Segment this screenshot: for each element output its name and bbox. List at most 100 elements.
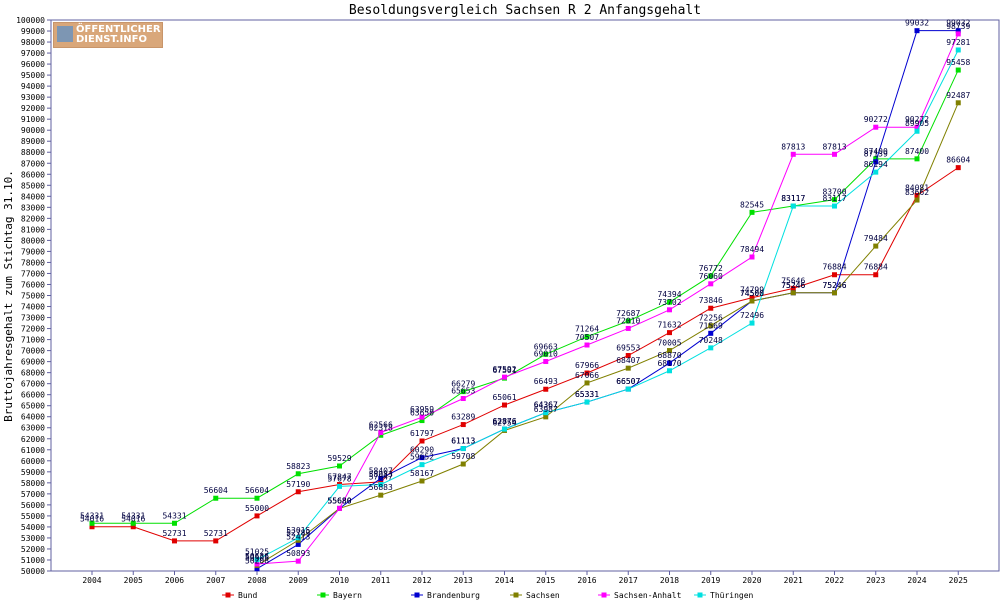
x-tick-label: 2005 [124,576,143,585]
data-label: 50893 [286,549,310,558]
data-point [625,365,631,371]
y-tick-label: 89000 [21,137,45,146]
data-point [667,348,672,354]
data-label: 61113 [451,437,475,446]
data-label: 61797 [410,429,434,438]
data-point [460,422,466,428]
data-point [378,430,384,436]
data-label: 58083 [369,470,393,479]
data-label: 73846 [699,296,723,305]
data-label: 58823 [286,462,310,471]
series-line-thüringen [256,49,959,561]
data-point [955,28,961,34]
data-label: 83700 [822,188,846,197]
data-label: 62876 [492,417,516,426]
data-label: 52731 [162,529,186,538]
data-point [254,561,260,567]
x-tick-label: 2016 [577,576,596,585]
logo-line-1: ÖFFENTLICHER [76,24,161,35]
data-label: 59529 [327,454,351,463]
data-point [378,482,384,488]
data-label: 95458 [946,58,970,67]
data-label: 52731 [204,529,228,538]
data-point [337,463,342,469]
data-point [914,124,920,130]
data-point [378,492,384,498]
data-point [749,320,755,326]
data-point [502,402,507,408]
data-label: 97281 [946,38,970,47]
data-point [460,461,466,467]
data-label: 83117 [781,194,805,203]
y-tick-label: 77000 [21,269,45,278]
data-point [378,475,384,481]
data-point [914,28,920,34]
data-point [460,446,466,452]
data-point [873,243,879,249]
data-point [625,318,631,324]
data-point [378,479,384,485]
data-label: 50636 [245,552,269,561]
data-point [873,124,879,130]
data-label: 57847 [369,473,393,482]
data-label: 55680 [327,496,351,505]
data-point [625,325,631,331]
legend-entry: Sachsen [526,591,560,600]
data-point [667,299,672,305]
data-point [708,323,714,329]
legend-entry: Bund [238,591,257,600]
data-label: 79484 [864,234,888,243]
legend-entry: Thüringen [710,591,754,600]
data-label: 66279 [451,380,475,389]
data-point [419,438,425,444]
data-label: 67592 [492,365,516,374]
data-point [337,483,342,489]
data-label: 76884 [864,263,888,272]
data-label: 74394 [657,290,681,299]
legend-swatch-marker [225,592,231,598]
data-point [89,520,95,526]
y-tick-label: 97000 [21,49,45,58]
data-point [543,386,549,392]
series-line-bayern [92,69,959,524]
y-tick-label: 54000 [21,523,45,532]
legend-swatch-marker [320,592,326,598]
data-label: 69663 [534,342,558,351]
data-point [460,396,466,402]
data-point [873,169,879,175]
data-label: 68170 [657,359,681,368]
data-point [625,386,631,392]
data-point [832,272,837,278]
data-point [460,389,466,395]
data-point [130,524,136,530]
plot-frame [50,19,1000,572]
data-label: 89905 [905,119,929,128]
data-label: 59708 [451,452,475,461]
data-label: 65331 [575,390,599,399]
x-tick-label: 2022 [825,576,844,585]
data-label: 56604 [204,486,228,495]
y-tick-label: 93000 [21,93,45,102]
x-tick-label: 2012 [412,576,431,585]
data-label: 58407 [369,466,393,475]
data-point [708,273,714,279]
y-tick-label: 100000 [16,16,45,25]
data-label: 86604 [946,156,970,165]
data-label: 75646 [781,276,805,285]
data-point [832,197,837,203]
data-point [914,128,920,134]
data-label: 50208 [245,557,269,566]
data-label: 57190 [286,480,310,489]
data-label: 75246 [822,281,846,290]
data-label: 83117 [781,194,805,203]
data-point [914,156,920,162]
data-point [254,557,260,563]
y-tick-label: 85000 [21,181,45,190]
legend-entry: Brandenburg [427,591,480,600]
x-tick-label: 2008 [247,576,266,585]
data-label: 54331 [162,511,186,520]
data-point [295,535,301,541]
y-tick-label: 96000 [21,60,45,69]
data-label: 62754 [492,418,516,427]
x-tick-label: 2007 [206,576,225,585]
